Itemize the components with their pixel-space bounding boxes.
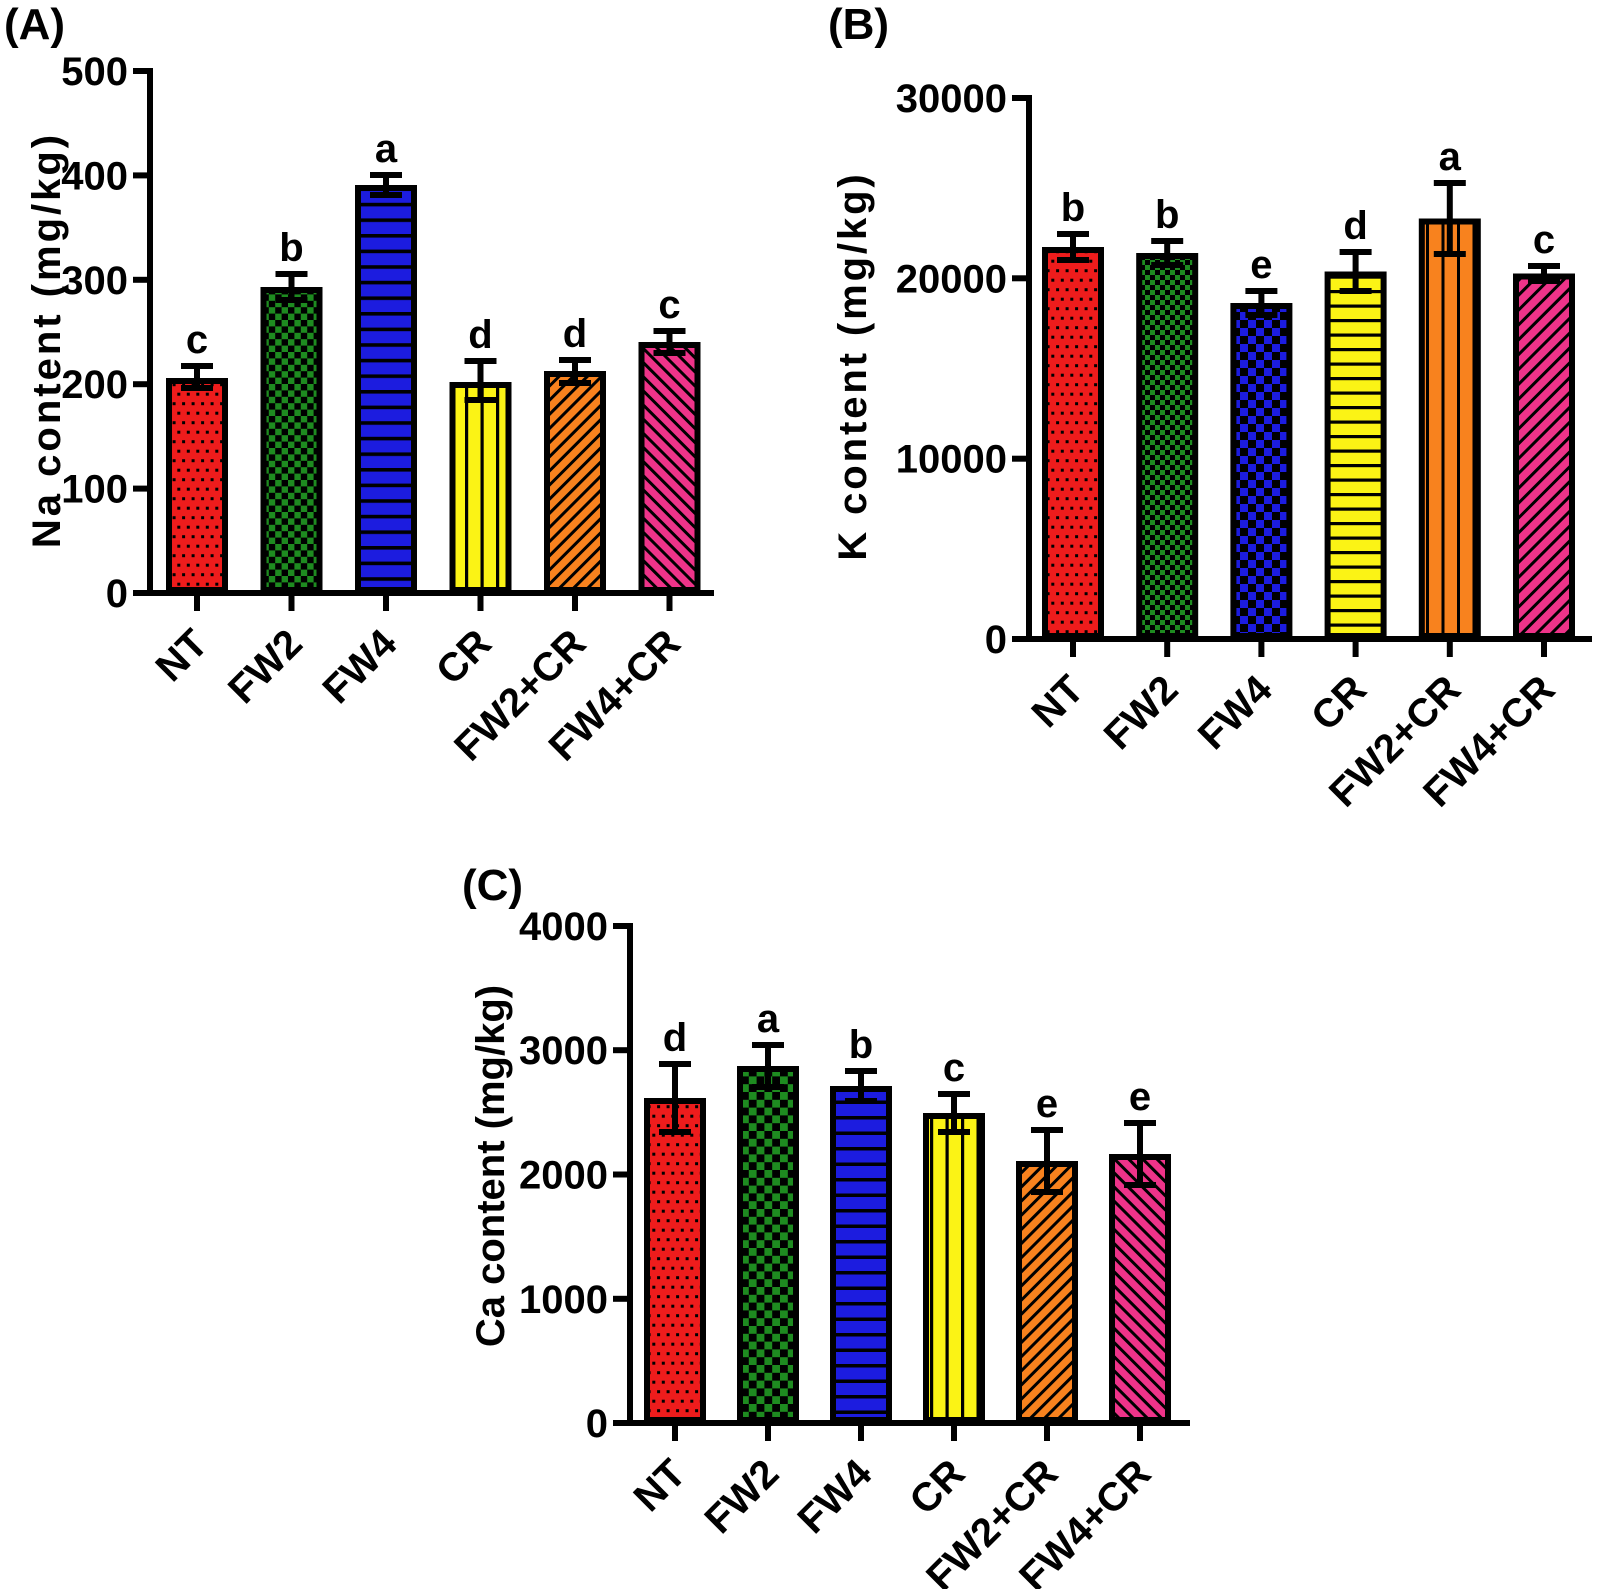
- svg-text:0: 0: [985, 618, 1007, 662]
- svg-text:500: 500: [61, 50, 128, 94]
- svg-text:d: d: [468, 313, 492, 357]
- svg-text:c: c: [658, 283, 680, 327]
- svg-text:(C): (C): [462, 861, 523, 910]
- svg-text:400: 400: [61, 154, 128, 198]
- svg-text:20000: 20000: [896, 257, 1007, 301]
- svg-text:4000: 4000: [519, 905, 608, 949]
- svg-text:d: d: [563, 312, 587, 356]
- svg-text:30000: 30000: [896, 77, 1007, 121]
- svg-text:c: c: [186, 318, 208, 362]
- svg-text:b: b: [279, 226, 303, 270]
- svg-text:(B): (B): [828, 0, 889, 49]
- svg-text:2000: 2000: [519, 1154, 608, 1198]
- svg-text:d: d: [1343, 204, 1367, 248]
- svg-text:10000: 10000: [896, 438, 1007, 482]
- svg-text:d: d: [663, 1016, 687, 1060]
- svg-text:e: e: [1129, 1075, 1151, 1119]
- svg-text:b: b: [1155, 193, 1179, 237]
- svg-text:200: 200: [61, 363, 128, 407]
- svg-text:0: 0: [586, 1402, 608, 1446]
- svg-text:3000: 3000: [519, 1029, 608, 1073]
- svg-text:100: 100: [61, 468, 128, 512]
- svg-text:(A): (A): [4, 0, 65, 49]
- svg-text:c: c: [943, 1046, 965, 1090]
- svg-text:a: a: [375, 127, 398, 171]
- svg-text:b: b: [1061, 186, 1085, 230]
- svg-text:e: e: [1250, 243, 1272, 287]
- svg-text:0: 0: [106, 572, 128, 616]
- svg-text:1000: 1000: [519, 1278, 608, 1322]
- svg-text:Na content (mg/kg): Na content (mg/kg): [25, 132, 69, 548]
- svg-text:a: a: [1439, 135, 1462, 179]
- svg-text:300: 300: [61, 259, 128, 303]
- svg-text:Ca content (mg/kg): Ca content (mg/kg): [469, 985, 513, 1347]
- svg-text:c: c: [1533, 218, 1555, 262]
- svg-text:a: a: [757, 997, 780, 1041]
- svg-text:b: b: [849, 1023, 873, 1067]
- svg-text:K content (mg/kg): K content (mg/kg): [831, 171, 875, 560]
- svg-text:e: e: [1036, 1082, 1058, 1126]
